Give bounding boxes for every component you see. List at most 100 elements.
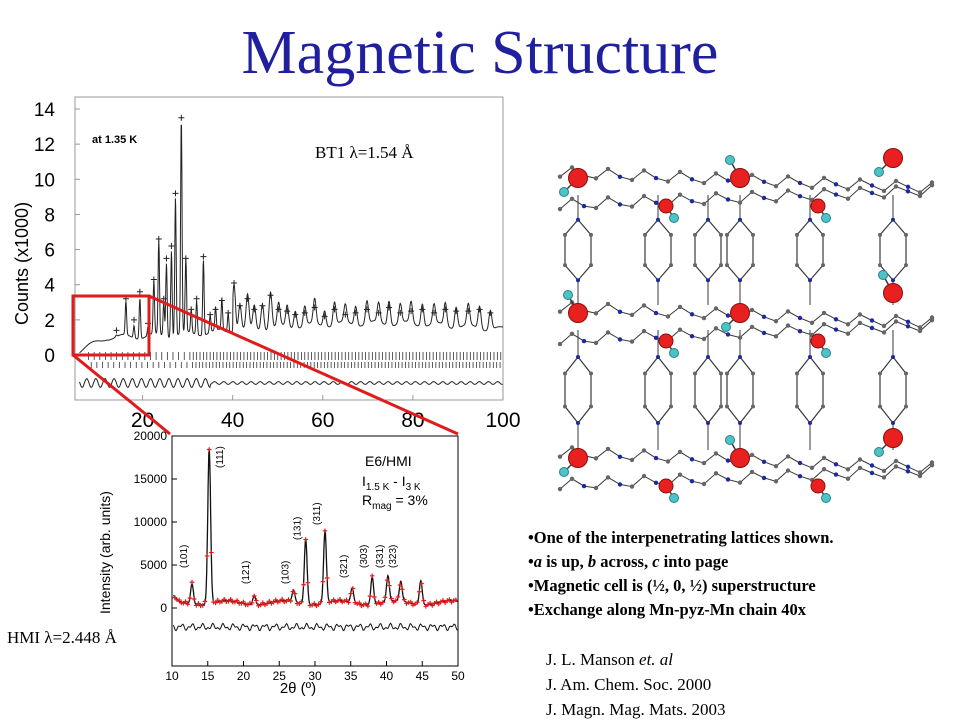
chain-atom — [629, 457, 635, 463]
hmi-data-marker — [279, 596, 285, 602]
bt1-data-marker — [408, 308, 415, 315]
chain-atom — [557, 206, 563, 212]
hmi-difference-line — [172, 622, 458, 632]
chain-atom — [605, 301, 611, 307]
hmi-data-marker — [292, 591, 298, 596]
hmi-data-marker — [217, 599, 223, 605]
hmi-data-marker — [224, 599, 229, 604]
chain-atom — [773, 479, 779, 484]
hmi-y-tick-label: 0 — [160, 601, 167, 615]
chain-atom — [677, 327, 683, 332]
chain-atom — [917, 325, 923, 330]
chain-atom — [869, 318, 875, 323]
chain-atom — [845, 187, 851, 192]
hmi-data-marker — [354, 601, 360, 607]
chain-atom — [725, 313, 731, 318]
chain-atom — [701, 180, 707, 186]
bt1-data-marker — [218, 297, 225, 304]
chain-atom — [701, 315, 707, 321]
hmi-data-marker — [331, 597, 336, 602]
hmi-data-marker — [376, 599, 381, 605]
bullet-text: b — [587, 552, 597, 571]
chain-atom — [569, 476, 575, 481]
bullet-item: •a is up, b across, c into page — [528, 552, 729, 571]
ring-atom — [725, 263, 729, 268]
chain-atom — [701, 336, 707, 342]
chain-atom — [677, 449, 683, 455]
zoom-line-right — [148, 294, 459, 436]
ring-atom — [656, 217, 660, 222]
ring-atom — [795, 371, 799, 376]
hmi-data-marker — [427, 600, 433, 606]
chain-atom — [725, 197, 731, 202]
ring-atom — [576, 355, 580, 359]
bt1-data-marker — [122, 295, 129, 302]
hmi-data-marker — [444, 598, 450, 603]
chain-atom — [833, 317, 839, 322]
mn-atom — [883, 428, 903, 448]
hmi-data-marker — [337, 597, 343, 602]
hmi-data-marker — [219, 599, 225, 604]
hmi-data-marker — [273, 597, 278, 603]
bt1-data-marker — [487, 309, 494, 316]
mn-atom — [658, 198, 674, 214]
hmi-data-marker — [183, 599, 188, 604]
ring-atom — [808, 278, 812, 283]
bt1-data-marker — [284, 308, 291, 315]
chain-atom — [785, 309, 791, 314]
chain-atom — [581, 483, 587, 489]
ring-atom — [795, 232, 799, 237]
chain-atom — [761, 475, 767, 481]
chain-atom — [821, 467, 827, 472]
chain-atom — [725, 458, 731, 463]
ring-atom — [563, 263, 567, 268]
ring-atom — [693, 263, 697, 268]
hmi-data-marker — [408, 599, 414, 605]
hmi-peak-label: (121) — [241, 561, 252, 584]
chain-atom — [893, 464, 899, 469]
bt1-data-marker — [267, 292, 274, 299]
hmi-data-marker — [178, 600, 184, 606]
hmi-data-marker — [301, 582, 306, 588]
hmi-data-marker — [247, 600, 253, 606]
chain-atom — [689, 199, 695, 204]
hmi-data-marker — [414, 599, 420, 605]
hmi-data-marker — [209, 550, 214, 555]
ring-atom — [643, 232, 647, 237]
bt1-data-marker — [321, 313, 328, 320]
hmi-data-marker — [436, 601, 441, 607]
reference-journal-1: J. Am. Chem. Soc. 2000 — [546, 675, 712, 694]
hmi-fit-line — [172, 448, 458, 606]
ring-atom — [656, 278, 660, 283]
chain-atom — [869, 190, 875, 196]
chain-atom — [773, 199, 779, 204]
hmi-data-marker — [236, 601, 242, 606]
hmi-data-marker — [438, 599, 444, 605]
chain-atom — [605, 446, 611, 452]
chain-atom — [821, 310, 827, 316]
bt1-data-markers — [113, 114, 494, 334]
ring-atom — [589, 232, 593, 237]
hmi-data-marker — [198, 603, 203, 609]
spin-arrow-head — [874, 447, 884, 457]
chain-atom — [845, 476, 851, 481]
mn-atom — [730, 303, 750, 323]
hmi-data-marker — [226, 598, 231, 604]
ring-atom — [725, 404, 729, 409]
hmi-data-marker — [406, 600, 411, 605]
hmi-data-marker — [181, 600, 186, 606]
bt1-data-marker — [431, 309, 438, 316]
chain-atom — [785, 174, 791, 179]
spin-arrow-head — [725, 435, 735, 445]
bt1-data-marker — [200, 253, 207, 260]
bt1-data-marker — [155, 236, 162, 243]
hmi-data-marker — [316, 602, 321, 607]
hmi-data-marker — [305, 580, 311, 585]
bt1-data-marker — [136, 288, 143, 295]
pyrazine-ring — [726, 356, 754, 424]
bullet-text: a — [533, 552, 543, 571]
hmi-data-marker — [191, 596, 197, 602]
bt1-data-marker — [363, 306, 370, 313]
bt1-data-marker — [397, 309, 404, 316]
chain-atom — [653, 455, 659, 461]
